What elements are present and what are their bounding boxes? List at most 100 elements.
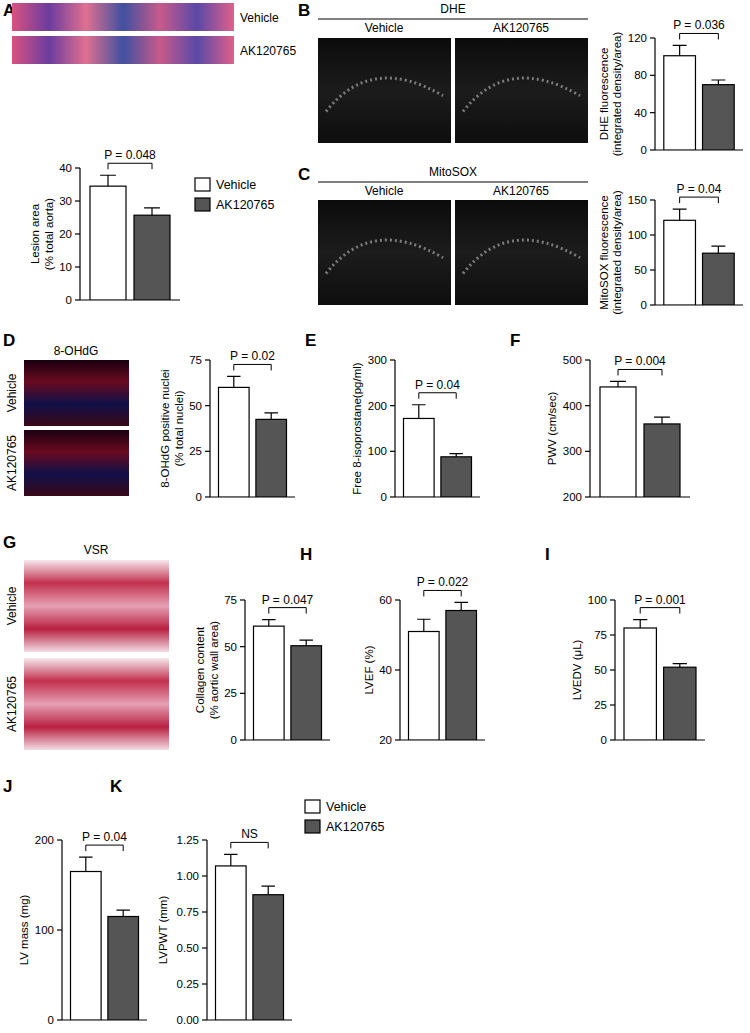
y-tick <box>202 1019 207 1020</box>
y-tick <box>202 983 207 984</box>
micrograph-texture <box>326 240 443 273</box>
y-tick <box>390 451 395 452</box>
annotation: P = 0.048 <box>104 148 156 162</box>
bars <box>219 376 287 497</box>
y-tick-label: 50 <box>189 400 202 412</box>
y-tick <box>75 299 80 300</box>
y-tick-label: 0 <box>66 294 72 306</box>
micrograph-texture <box>463 78 580 111</box>
significance-bracket <box>269 608 306 614</box>
error-bar <box>673 664 687 668</box>
annotation: P = 0.022 <box>417 575 469 589</box>
y-tick <box>75 233 80 234</box>
bar <box>664 220 696 305</box>
y-tick <box>240 646 245 647</box>
annotation: P = 0.004 <box>614 354 666 368</box>
error-bar <box>654 417 670 424</box>
y-tick-label: 200 <box>368 400 387 412</box>
micrograph-texture <box>326 78 443 111</box>
error-bar <box>711 246 725 253</box>
y-tick-label: 150 <box>628 194 647 206</box>
y-tick <box>240 693 245 694</box>
y-tick <box>205 496 210 497</box>
y-tick-label: 75 <box>189 354 202 366</box>
bar <box>219 387 250 497</box>
panel-letter: D <box>3 331 15 350</box>
y-tick-label: 1.25 <box>177 834 199 846</box>
y-tick-label: 50 <box>594 664 607 676</box>
image-label: AK120765 <box>240 44 296 58</box>
y-tick-label: 75 <box>594 629 607 641</box>
y-axis-label: PWV (cm/sec) <box>546 392 558 466</box>
image-label: Vehicle <box>5 373 19 412</box>
y-tick-label: 75 <box>224 594 237 606</box>
panel-letter: E <box>305 331 316 350</box>
legend-swatch <box>305 800 320 813</box>
y-tick-label: 0.00 <box>177 1014 199 1026</box>
bar <box>446 611 477 741</box>
y-tick-label: 25 <box>224 687 237 699</box>
panel: I0255075100LVEDV (μL)P = 0.001 <box>545 545 705 746</box>
panel: GVSRVehicleAK1207650255075Collagen conte… <box>3 533 330 750</box>
y-axis-label: Lesion area <box>29 203 41 264</box>
y-tick <box>75 200 80 201</box>
y-tick-label: 0 <box>381 491 387 503</box>
y-tick <box>650 269 655 270</box>
y-tick-label: 30 <box>59 195 72 207</box>
panel-letter: C <box>298 165 310 184</box>
bar <box>600 387 636 497</box>
y-tick-label: 100 <box>368 445 387 457</box>
bars <box>254 620 322 740</box>
error-bar <box>227 376 240 387</box>
y-axis <box>394 360 395 497</box>
panel: BDHEVehicleAK12076504080120DHE fluoresce… <box>298 1 743 156</box>
y-tick-label: 10 <box>59 261 72 273</box>
legend-label: AK120765 <box>216 198 274 212</box>
y-axis-label: (integrated density/area) <box>611 32 623 157</box>
y-axis-label: LVEF (%) <box>363 645 375 694</box>
y-axis-label: (% total aorta) <box>43 198 55 270</box>
significance-bracket <box>231 842 268 848</box>
image-label: AK120765 <box>493 184 549 198</box>
bars <box>71 857 139 1020</box>
y-tick <box>585 405 590 406</box>
y-axis-label: (% total nuclei) <box>173 390 185 466</box>
y-axis-label: LVEDV (μL) <box>571 639 583 700</box>
y-tick-label: 200 <box>563 491 582 503</box>
y-tick <box>57 1019 62 1020</box>
error-bar <box>264 413 277 419</box>
y-tick <box>57 929 62 930</box>
significance-bracket <box>424 590 461 596</box>
image-label: DHE <box>440 2 465 16</box>
error-bar <box>262 620 275 627</box>
image-label: Vehicle <box>365 21 404 35</box>
error-bar <box>412 405 425 419</box>
error-bar <box>711 80 725 85</box>
panel: E0100200300Free 8-isoprostane(pg/ml)P = … <box>305 331 480 503</box>
legend-label: AK120765 <box>326 820 384 834</box>
panel-letter: B <box>298 1 310 20</box>
y-tick <box>390 405 395 406</box>
y-tick-label: 1.00 <box>177 870 199 882</box>
micrograph <box>24 658 169 750</box>
annotation: P = 0.04 <box>677 182 722 196</box>
panel-letter: I <box>545 545 550 564</box>
bar <box>254 626 285 740</box>
legend: VehicleAK120765 <box>305 800 384 834</box>
micrograph <box>12 3 234 31</box>
y-tick <box>650 304 655 305</box>
bar <box>90 186 126 300</box>
y-tick-label: 40 <box>379 664 392 676</box>
y-tick-label: 80 <box>634 69 647 81</box>
y-tick <box>650 149 655 150</box>
y-axis <box>589 360 590 497</box>
y-tick <box>202 875 207 876</box>
y-axis <box>654 38 655 150</box>
image-label: AK120765 <box>5 676 19 732</box>
y-tick <box>585 496 590 497</box>
y-tick-label: 40 <box>59 162 72 174</box>
bar <box>703 253 735 305</box>
y-axis <box>209 360 210 497</box>
y-tick-label: 300 <box>368 354 387 366</box>
y-axis-label: MitoSOX fluorescence <box>598 195 610 309</box>
